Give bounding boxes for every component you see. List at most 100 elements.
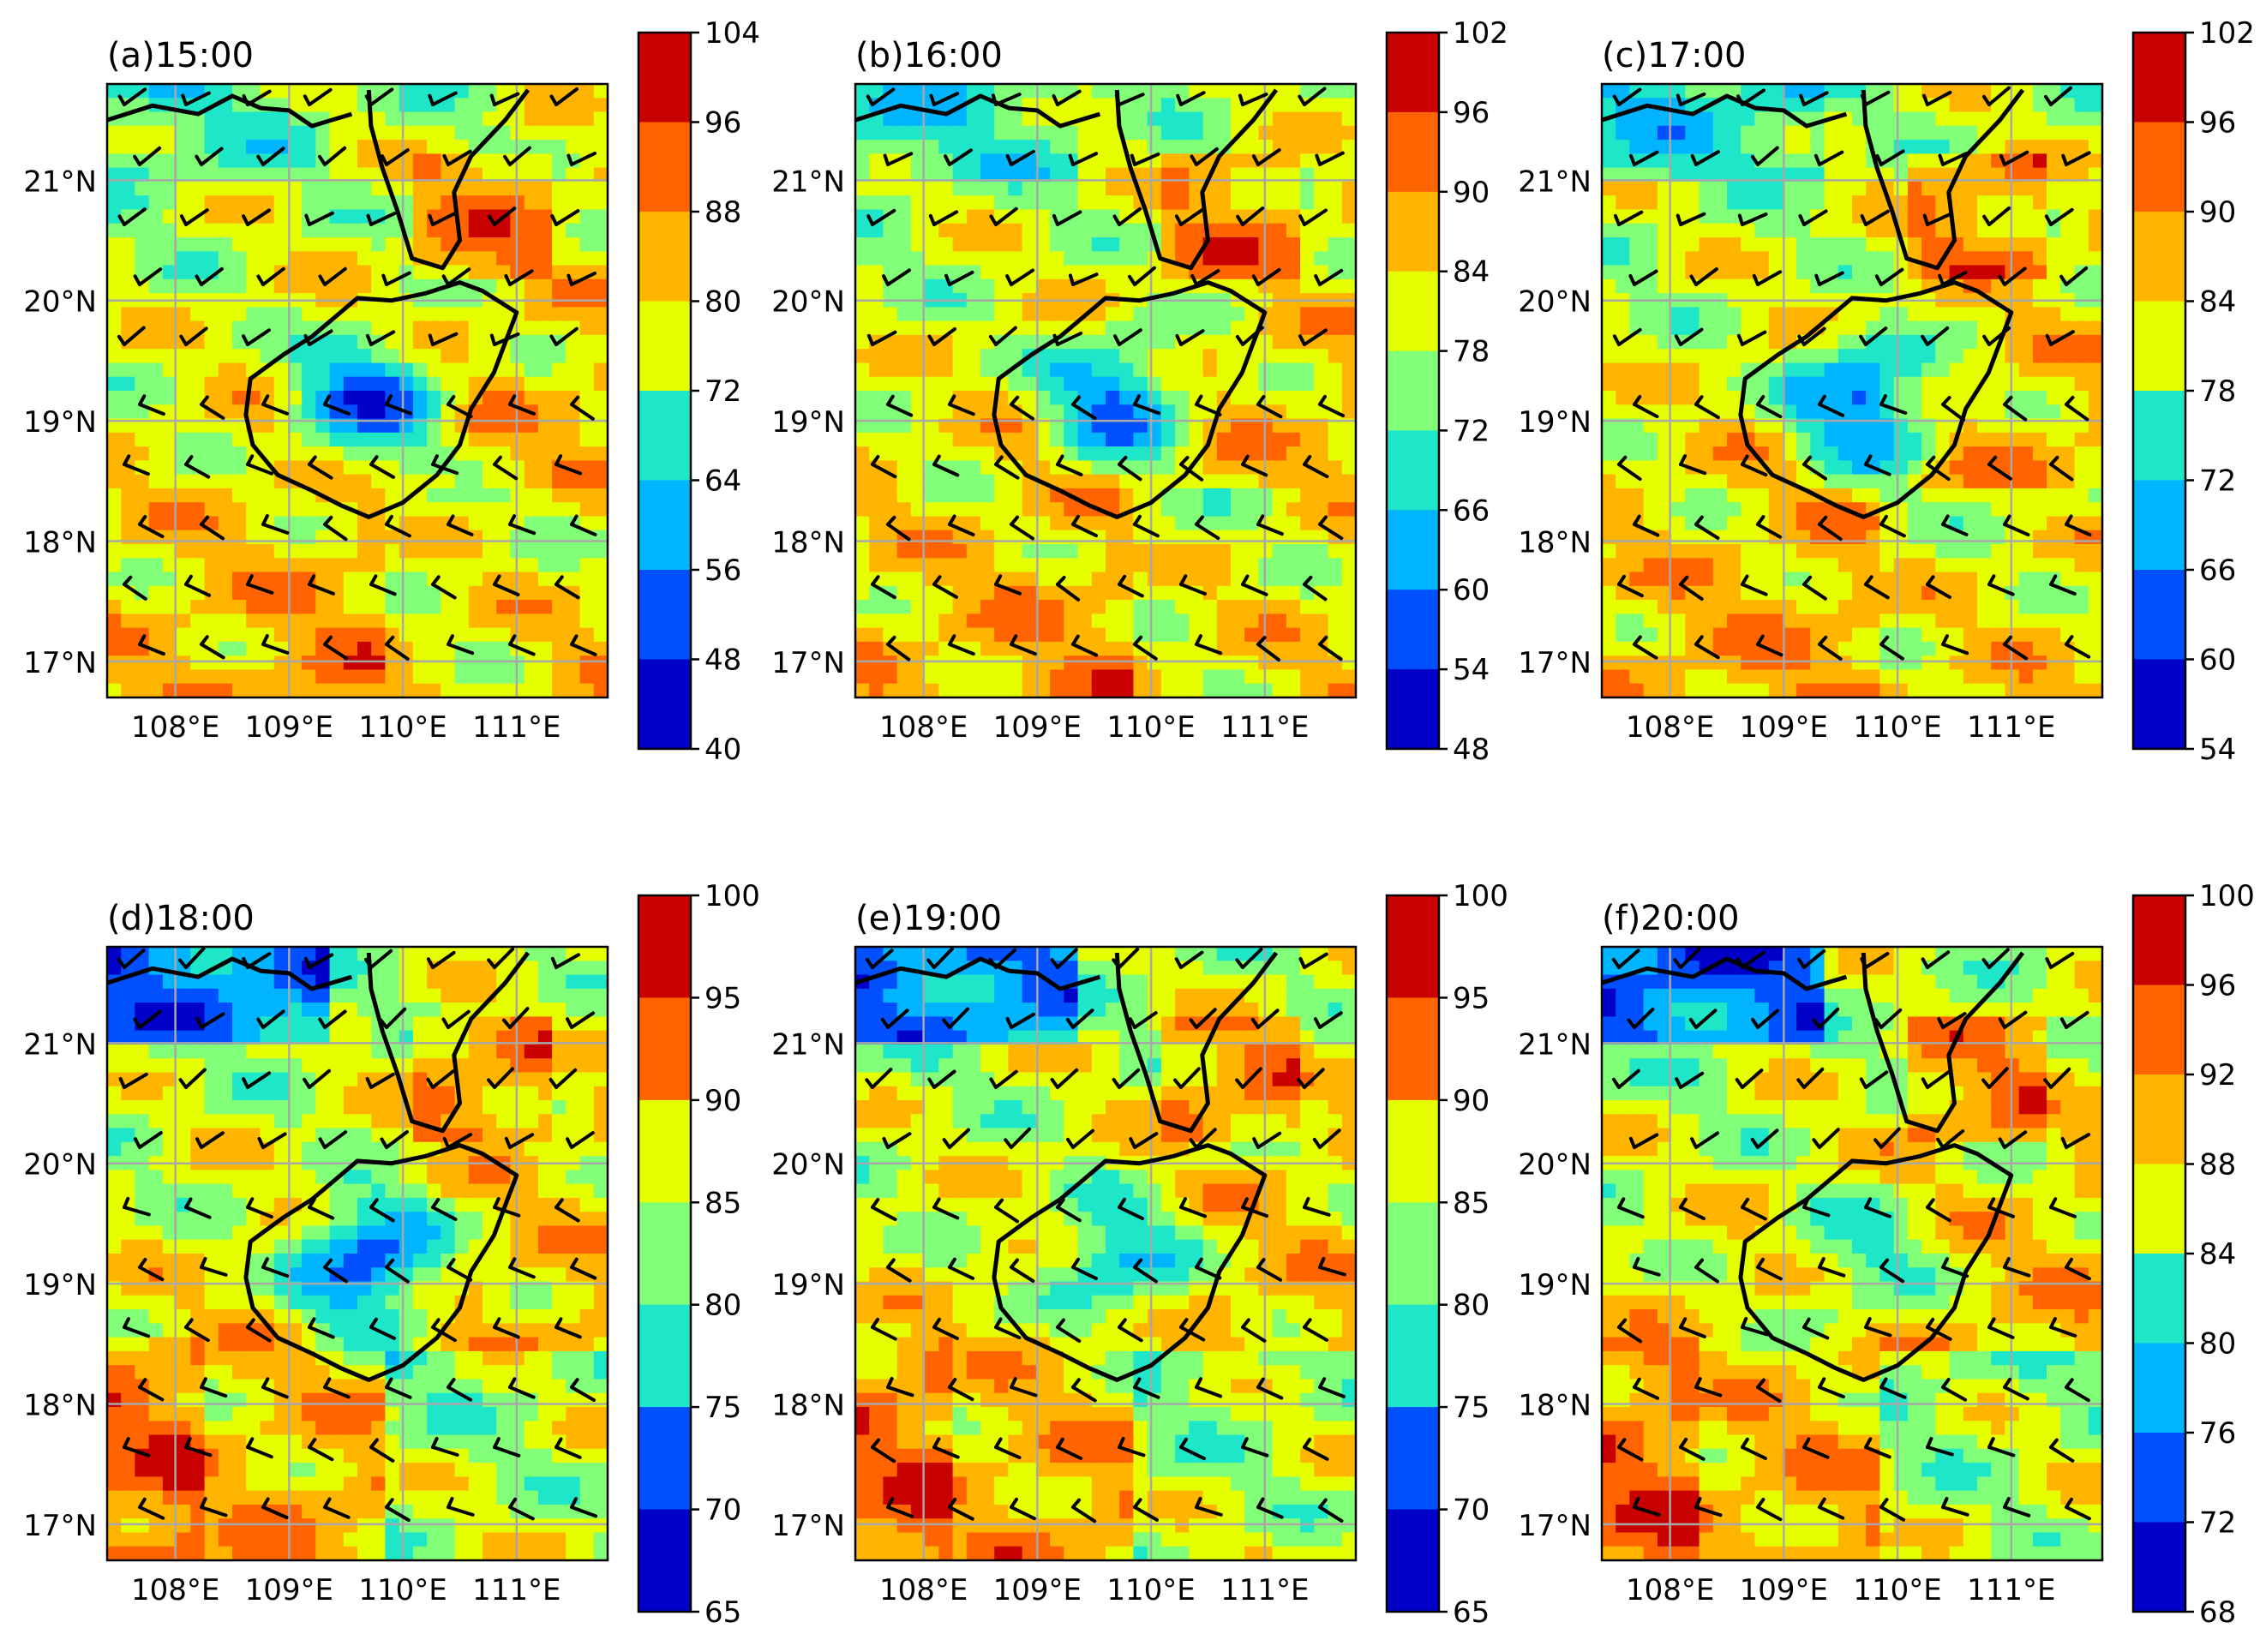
hainan-coastline <box>992 280 1268 519</box>
wind-barb <box>1987 206 2011 226</box>
wind-barb-flag <box>1926 1436 1933 1449</box>
wind-barb <box>447 403 473 418</box>
wind-barb <box>1179 1326 1206 1342</box>
wind-barb-flag <box>1982 214 1991 226</box>
wind-barb-flag <box>428 93 435 106</box>
wind-barb-flag <box>385 514 393 526</box>
colorbar-segment <box>2133 985 2185 1075</box>
wind-barb-flag <box>948 394 956 406</box>
colorbar-tick-label: 66 <box>2199 554 2236 588</box>
wind-barb <box>871 583 896 600</box>
wind-barb-flag <box>246 1437 255 1449</box>
wind-barb-flag <box>1675 1077 1682 1089</box>
wind-barb-flag <box>549 334 558 346</box>
wind-barb <box>1818 403 1845 417</box>
wind-barb-flag <box>1802 575 1813 586</box>
wind-barb-flag <box>138 515 147 526</box>
wind-barb <box>200 1505 228 1517</box>
wind-barb <box>1987 583 2015 596</box>
wind-barb <box>508 1133 535 1149</box>
x-tick-label: 109°E <box>245 1573 333 1607</box>
wind-barb <box>2065 266 2089 286</box>
wind-barb <box>246 952 272 969</box>
wind-barb <box>1818 1007 1840 1029</box>
wind-barb-flag <box>2043 1078 2053 1089</box>
wind-barb <box>2049 207 2074 226</box>
wind-barb <box>1679 212 1706 226</box>
wind-barb <box>123 1072 148 1089</box>
x-tick-label: 111°E <box>472 710 561 745</box>
wind-barb-flag <box>1818 394 1826 406</box>
wind-barb-flag <box>365 333 373 346</box>
colorbar: 104 96 88 80 72 64 56 48 40 <box>637 16 760 767</box>
wind-barb-flag <box>1195 1257 1203 1269</box>
wind-barb <box>2065 523 2092 537</box>
wind-barb <box>138 1386 165 1402</box>
wind-barb-flag <box>1922 93 1929 106</box>
wind-barb <box>1118 947 1140 969</box>
colorbar: 102 96 90 84 78 72 66 60 54 48 <box>1385 16 1508 767</box>
wind-barb <box>1926 950 1951 969</box>
wind-barb-flag <box>308 1197 316 1209</box>
wind-barb <box>948 1266 975 1280</box>
wind-barb-flag <box>1298 957 1306 969</box>
wind-barb-flag <box>2061 153 2068 166</box>
wind-barb <box>1241 1067 1262 1089</box>
y-tick-label: 18°N <box>771 525 845 560</box>
wind-barb <box>508 1505 535 1521</box>
wind-barb <box>1879 1266 1905 1284</box>
wind-barb <box>1818 523 1843 542</box>
x-tick-label: 110°E <box>358 710 447 745</box>
wind-barb <box>246 463 273 476</box>
wind-barb <box>369 87 394 106</box>
wind-barb-flag <box>1174 957 1183 969</box>
wind-barb-flag <box>381 273 388 286</box>
wind-barb <box>261 1386 289 1399</box>
wind-barb <box>200 1012 225 1029</box>
wind-barb-flag <box>1741 574 1749 586</box>
colorbar-segment <box>638 122 691 212</box>
colorbar-tick-label: 54 <box>1453 653 1490 687</box>
wind-barb <box>1179 463 1204 482</box>
colorbar-tick-label: 54 <box>2199 733 2236 767</box>
wind-barb-flag <box>1256 514 1265 526</box>
wind-barb-flag <box>1694 1497 1702 1509</box>
wind-barb <box>1256 148 1281 166</box>
wind-barb <box>1195 523 1220 541</box>
colorbar-segment <box>2133 301 2185 392</box>
wind-barb-flag <box>948 1378 957 1389</box>
wind-barb-flag <box>1113 334 1121 346</box>
wind-barb-flag <box>246 1318 255 1329</box>
wind-barb-flag <box>1981 94 1991 106</box>
wind-barb <box>138 523 165 539</box>
colorbar-tick-label: 80 <box>704 285 741 320</box>
wind-barb <box>1179 329 1205 346</box>
wind-barb <box>1864 1446 1891 1459</box>
wind-barb-flag <box>1112 214 1121 226</box>
wind-barb-flag <box>988 334 998 346</box>
wind-barbs <box>866 87 1345 661</box>
wind-barb-flag <box>1926 455 1936 466</box>
wind-barb-flag <box>431 1318 441 1329</box>
wind-barb-flag <box>365 1076 373 1089</box>
wind-barb <box>2003 1505 2031 1517</box>
wind-barb-flag <box>1987 455 1998 466</box>
wind-barb-flag <box>1987 1437 1995 1449</box>
wind-barb-flag <box>261 1257 269 1269</box>
wind-barb-flag <box>1735 1078 1744 1089</box>
wind-barb-flag <box>1056 1437 1064 1449</box>
wind-barb <box>200 147 224 166</box>
wind-barb <box>1694 643 1720 660</box>
wind-barb-flag <box>2059 274 2068 286</box>
colorbar-tick-label: 88 <box>704 195 741 230</box>
x-tick-label: 108°E <box>1626 1573 1714 1607</box>
wind-barb-flag <box>489 333 496 346</box>
wind-barb-flag <box>261 1497 270 1509</box>
wind-barb <box>308 1206 335 1220</box>
wind-barb <box>323 146 347 166</box>
wind-barb-flag <box>123 1317 130 1329</box>
wind-barb <box>570 1011 595 1029</box>
wind-barb-flag <box>493 1317 501 1329</box>
colorbar-tick-label: 78 <box>1453 335 1490 369</box>
wind-barb <box>994 583 1022 596</box>
